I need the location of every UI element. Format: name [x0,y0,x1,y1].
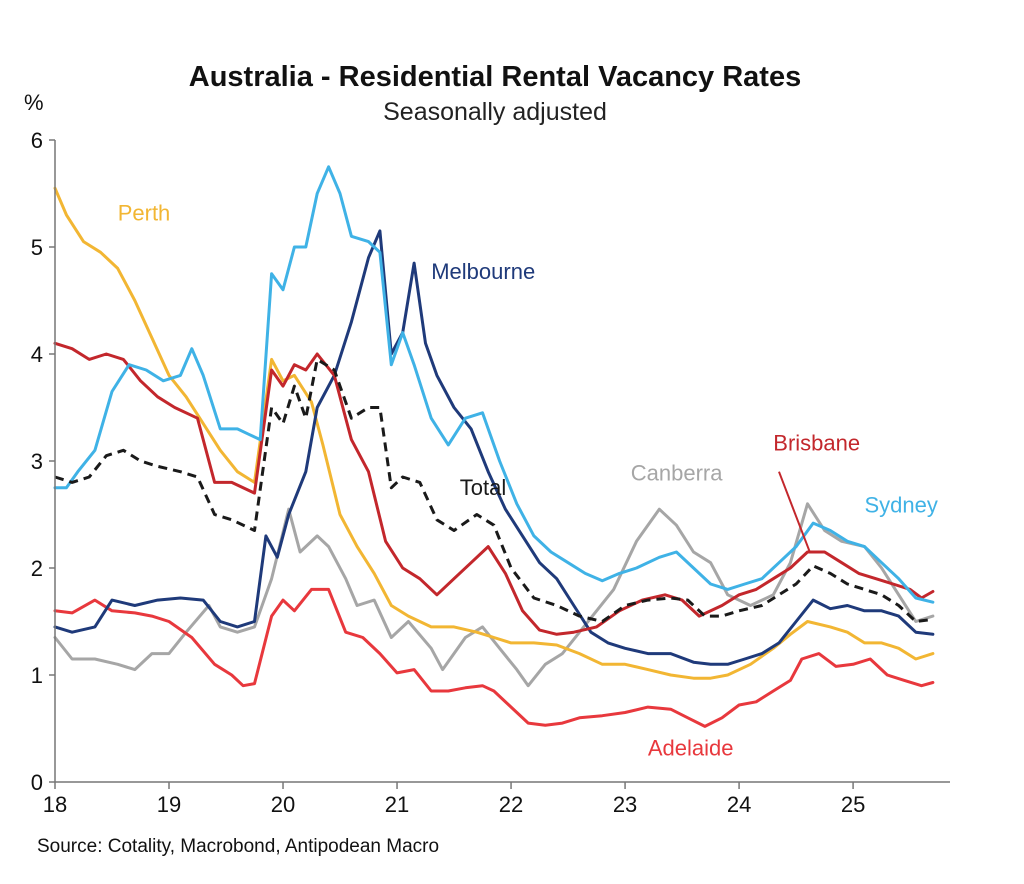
series-line-melbourne [53,229,935,666]
x-tick-label: 18 [43,792,67,817]
source-note: Source: Cotality, Macrobond, Antipodean … [37,836,439,857]
y-tick-label: 3 [31,449,43,474]
x-tick-label: 25 [841,792,865,817]
series-label-adelaide: Adelaide [648,735,734,760]
series-label-sydney: Sydney [864,492,937,517]
series-line-brisbane [53,341,935,636]
x-tick-label: 23 [613,792,637,817]
series-label-brisbane: Brisbane [773,430,860,455]
x-tick-label: 21 [385,792,409,817]
series-layer [53,165,935,728]
series-line-perth [53,186,935,680]
series-labels: Perth Melbourne Canberra Total Brisbane Sydne… [118,200,938,760]
series-line-sydney [53,165,935,604]
y-tick-label: 2 [31,556,43,581]
series-line-adelaide [53,587,935,728]
x-tick-label: 19 [157,792,181,817]
x-axis: 18 19 20 21 22 23 24 25 [43,782,865,817]
y-tick-label: 1 [31,663,43,688]
y-axis-unit: % [24,90,44,115]
y-tick-label: 6 [31,128,43,153]
y-axis: 0 1 2 3 4 5 6 [31,128,55,795]
x-tick-label: 24 [727,792,751,817]
chart-title: Australia - Residential Rental Vacancy R… [189,61,801,93]
series-label-melbourne: Melbourne [431,259,535,284]
y-tick-label: 4 [31,342,43,367]
x-tick-label: 20 [271,792,295,817]
y-tick-label: 0 [31,770,43,795]
annotation-layer [778,471,811,553]
x-tick-label: 22 [499,792,523,817]
series-line-total [54,357,934,623]
chart-subtitle: Seasonally adjusted [383,98,607,126]
y-tick-label: 5 [31,235,43,260]
series-label-canberra: Canberra [631,460,723,485]
annotation-pointer-line [778,471,811,553]
series-label-perth: Perth [118,200,171,225]
series-label-total: Total [460,475,506,500]
